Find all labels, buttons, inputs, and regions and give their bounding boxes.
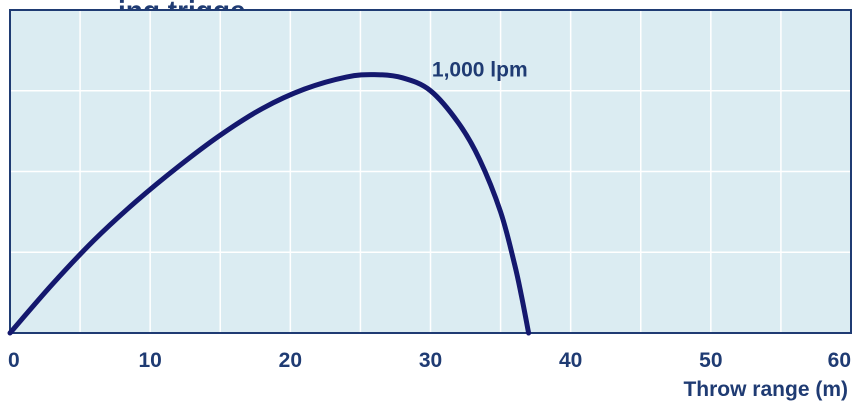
x-tick-label: 10 — [138, 349, 161, 372]
x-tick-label: 0 — [8, 349, 20, 372]
plot-frame — [9, 9, 852, 334]
series-line-1000-lpm — [7, 72, 532, 336]
series-label: 1,000 lpm — [432, 59, 528, 82]
x-tick-label: 60 — [828, 349, 851, 372]
x-axis-title: Throw range (m) — [683, 378, 848, 401]
x-tick-label: 40 — [559, 349, 582, 372]
x-tick-label: 20 — [279, 349, 302, 372]
x-axis-tick-labels: 0 10 20 30 40 50 60 — [8, 349, 851, 372]
x-tick-label: 30 — [419, 349, 442, 372]
x-tick-label: 50 — [699, 349, 722, 372]
